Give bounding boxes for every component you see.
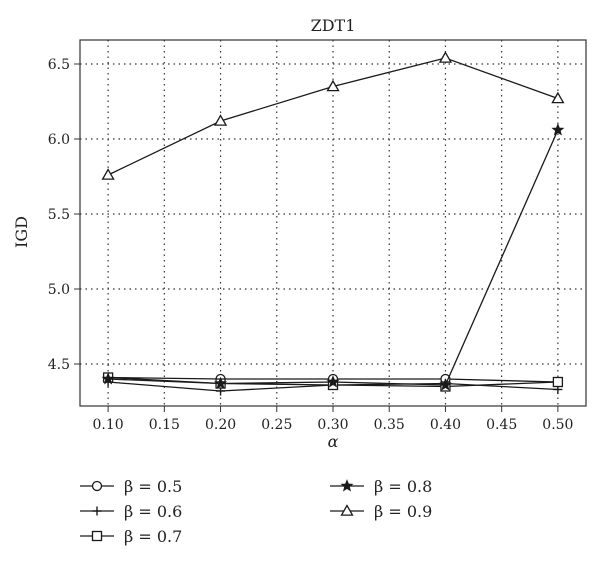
data-point xyxy=(551,91,565,104)
legend-label: β = 0.7 xyxy=(124,527,182,546)
data-point xyxy=(326,79,340,92)
data-point xyxy=(213,114,228,126)
x-tick-label: 0.40 xyxy=(430,417,461,433)
x-tick-label: 0.45 xyxy=(486,417,517,433)
legend-marker xyxy=(340,479,354,492)
x-axis-label: α xyxy=(328,432,339,451)
data-point xyxy=(214,376,228,390)
y-tick-label: 4.5 xyxy=(48,357,70,373)
x-tick-label: 0.30 xyxy=(317,417,348,433)
legend-item: β = 0.9 xyxy=(330,502,432,521)
legend-label: β = 0.5 xyxy=(124,477,182,496)
data-point xyxy=(101,168,115,180)
y-tick-label: 6.5 xyxy=(48,57,70,73)
legend-item: β = 0.8 xyxy=(330,477,432,496)
data-point xyxy=(326,375,340,388)
y-axis-label: IGD xyxy=(12,216,31,248)
data-point xyxy=(101,372,115,385)
y-tick-label: 6.0 xyxy=(48,132,70,148)
series-triangle xyxy=(101,51,565,180)
legend: β = 0.5 β = 0.6 β = 0.7 β = 0.8 β = 0.9 xyxy=(80,477,432,546)
legend-marker xyxy=(91,530,103,542)
y-tick-label: 5.5 xyxy=(48,207,70,223)
legend-item: β = 0.6 xyxy=(80,502,182,521)
data-point xyxy=(438,51,453,63)
series-line xyxy=(107,57,559,176)
x-tick-label: 0.10 xyxy=(93,417,124,433)
legend-marker xyxy=(92,506,102,516)
chart-title: ZDT1 xyxy=(311,16,356,35)
legend-item: β = 0.5 xyxy=(80,477,182,496)
series-star xyxy=(101,123,565,391)
data-point xyxy=(438,378,452,391)
legend-item: β = 0.7 xyxy=(80,527,182,546)
x-tick-label: 0.50 xyxy=(542,417,573,433)
y-tick-label: 5.0 xyxy=(48,282,70,298)
x-tick-label: 0.25 xyxy=(261,417,292,433)
legend-label: β = 0.8 xyxy=(374,477,432,496)
x-tick-label: 0.15 xyxy=(149,417,180,433)
legend-label: β = 0.6 xyxy=(124,502,182,521)
x-tick-label: 0.35 xyxy=(374,417,405,433)
x-tick-label: 0.20 xyxy=(205,417,236,433)
legend-marker xyxy=(91,480,103,492)
data-point xyxy=(551,123,565,136)
plot-area: 0.10 0.15 0.20 0.25 0.30 0.35 0.40 0.45 0.50 4.5 5… xyxy=(48,39,587,433)
legend-label: β = 0.9 xyxy=(374,502,432,521)
legend-marker xyxy=(340,504,354,516)
series-line xyxy=(108,129,559,386)
data-point xyxy=(552,376,564,388)
